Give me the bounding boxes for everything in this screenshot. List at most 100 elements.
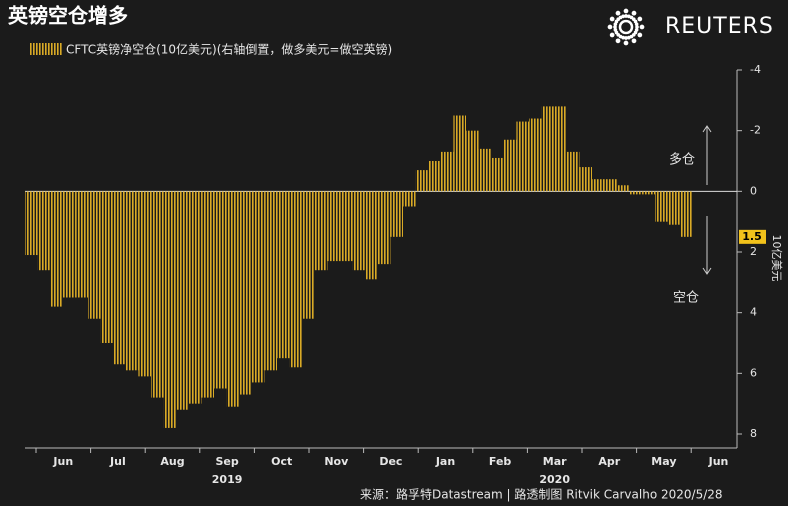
bar [201, 191, 214, 398]
legend-label: CFTC英镑净空仓(10亿美元)(右轴倒置，做多美元=做空英镑) [66, 42, 392, 57]
annotation-short: 空仓 [673, 291, 699, 306]
logo-dot [637, 32, 643, 38]
y-tick-label: 0 [750, 184, 757, 197]
month-label: Apr [598, 455, 620, 468]
bar [579, 167, 592, 192]
bar [629, 191, 643, 195]
logo-dot [623, 8, 629, 14]
month-label: Jun [708, 455, 729, 468]
logo-dot [639, 24, 645, 30]
bar [37, 191, 51, 271]
brand: REUTERS [665, 14, 774, 39]
bar [25, 191, 38, 256]
bar [365, 191, 378, 280]
y-tick-label: -4 [750, 63, 761, 76]
bar [617, 185, 630, 192]
y-tick-label: 6 [750, 366, 757, 379]
legend-swatch [30, 43, 62, 55]
value-label: 1.5 [742, 230, 762, 243]
logo-dot [624, 36, 628, 40]
chart-title: 英镑空仓增多 [8, 4, 128, 28]
bar [302, 191, 315, 319]
bar [264, 191, 277, 371]
logo-dot [637, 16, 643, 22]
bar [503, 139, 517, 192]
bar [566, 151, 580, 192]
bar [88, 191, 101, 319]
y-tick-label: 8 [750, 427, 757, 440]
bar [125, 191, 139, 371]
bar [541, 106, 555, 192]
bar [239, 191, 252, 395]
bar [478, 148, 492, 192]
logo-dot [630, 24, 634, 28]
y-tick-label: 2 [750, 245, 757, 258]
source: 来源：路孚特Datastream | 路透制图 Ritvik Carvalho … [360, 487, 723, 502]
bar [440, 151, 454, 192]
bar [163, 191, 177, 428]
bar [340, 191, 353, 262]
logo-dot [615, 10, 621, 16]
bar [377, 191, 391, 265]
logo-dot [624, 14, 628, 18]
month-label: Mar [543, 455, 567, 468]
arrow-up-head [702, 125, 712, 133]
bar [655, 191, 668, 222]
bar [214, 191, 227, 389]
logo-dot [631, 10, 637, 16]
bar [75, 191, 88, 298]
bar [604, 179, 618, 192]
logo [607, 8, 645, 46]
logo-dot [613, 25, 617, 29]
month-label: Jun [52, 455, 73, 468]
y-axis-label: 10亿美元 [770, 235, 783, 282]
bar [277, 191, 290, 359]
logo-dot [615, 38, 621, 44]
logo-dot [634, 22, 639, 26]
bar [642, 191, 655, 195]
bar [314, 191, 328, 271]
bar [62, 191, 76, 298]
year-label: 2020 [539, 473, 570, 486]
logo-dot [635, 25, 639, 29]
logo-dot [607, 24, 613, 30]
bar [390, 191, 403, 237]
bar [100, 191, 114, 343]
bar [138, 191, 151, 377]
y-tick-label: 4 [750, 306, 757, 319]
bar [516, 121, 529, 192]
bar [466, 130, 479, 192]
month-label: May [651, 455, 676, 468]
bar [529, 118, 542, 192]
logo-dot [627, 35, 631, 40]
month-label: Feb [489, 455, 512, 468]
bar [491, 157, 504, 192]
y-tick-label: -2 [750, 124, 761, 137]
annotation-long: 多仓 [669, 152, 695, 168]
logo-dot [609, 32, 615, 38]
logo-dot [623, 40, 629, 46]
bar [226, 191, 240, 407]
month-label: Nov [324, 455, 349, 468]
bar [188, 191, 202, 404]
year-label: 2019 [212, 473, 243, 486]
month-label: Oct [271, 455, 292, 468]
logo-dot [631, 38, 637, 44]
logo-dot [609, 16, 615, 22]
month-label: Aug [160, 455, 184, 468]
month-label: Sep [215, 455, 238, 468]
bar [50, 191, 63, 307]
value-box [739, 229, 766, 244]
logo-dot [621, 14, 625, 19]
arrow-down-head [702, 267, 712, 275]
bar [592, 179, 605, 192]
month-label: Jul [109, 455, 126, 468]
bar [151, 191, 164, 398]
bar [289, 191, 303, 368]
bar [403, 191, 416, 207]
month-label: Jan [435, 455, 455, 468]
bar [113, 191, 126, 365]
bar [453, 115, 466, 192]
bar [176, 191, 189, 410]
